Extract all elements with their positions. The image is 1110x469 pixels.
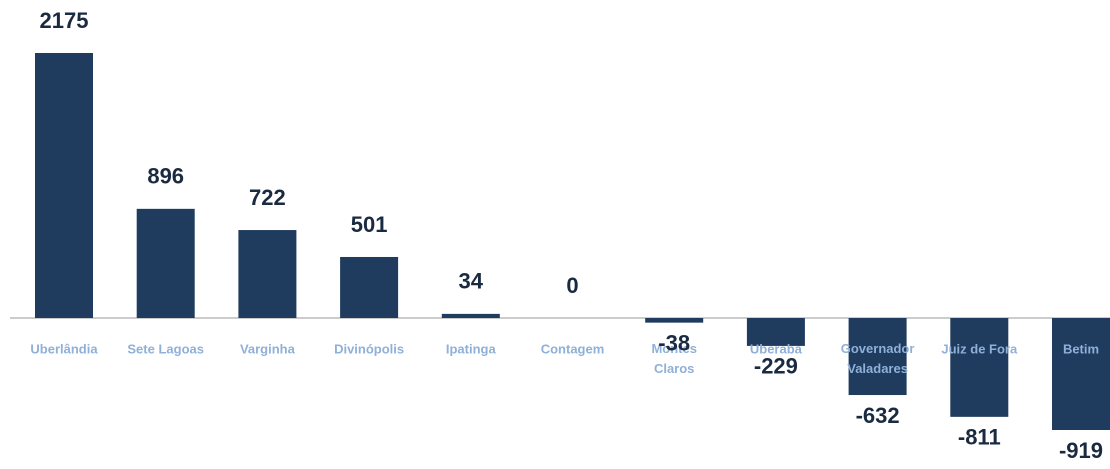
bar	[645, 318, 704, 323]
x-tick-label: Contagem	[541, 341, 605, 356]
bar	[441, 313, 500, 319]
x-tick-label: Divinópolis	[334, 341, 404, 356]
x-tick-label: Montes Claros	[651, 341, 697, 376]
value-label: 0	[566, 273, 578, 298]
bar	[238, 230, 297, 319]
x-tick-label: Ipatinga	[446, 341, 497, 356]
bar	[950, 318, 1009, 417]
bar	[1052, 318, 1110, 430]
x-tick-label: Betim	[1063, 341, 1099, 356]
value-label: -811	[958, 425, 1001, 450]
value-label: -229	[754, 354, 798, 379]
x-tick-label: Uberlândia	[30, 341, 98, 356]
value-label: 2175	[40, 8, 89, 33]
bar	[136, 208, 195, 319]
bar	[746, 318, 805, 346]
bar	[848, 318, 907, 396]
value-label: -919	[1059, 438, 1103, 463]
value-label: -632	[856, 403, 900, 428]
x-tick-label: Sete Lagoas	[127, 341, 204, 356]
x-tick-label: Varginha	[240, 341, 296, 356]
value-label: 896	[147, 164, 184, 189]
bar	[35, 53, 93, 319]
value-label: 722	[249, 185, 286, 210]
value-label: -38	[658, 330, 690, 355]
x-tick-label: Juiz de Fora	[941, 341, 1018, 356]
x-tick-label: Governador Valadares	[841, 341, 915, 376]
x-tick-label: Uberaba	[750, 341, 803, 356]
value-label: 501	[351, 212, 388, 237]
value-label: 34	[459, 269, 484, 294]
bar	[340, 256, 399, 319]
